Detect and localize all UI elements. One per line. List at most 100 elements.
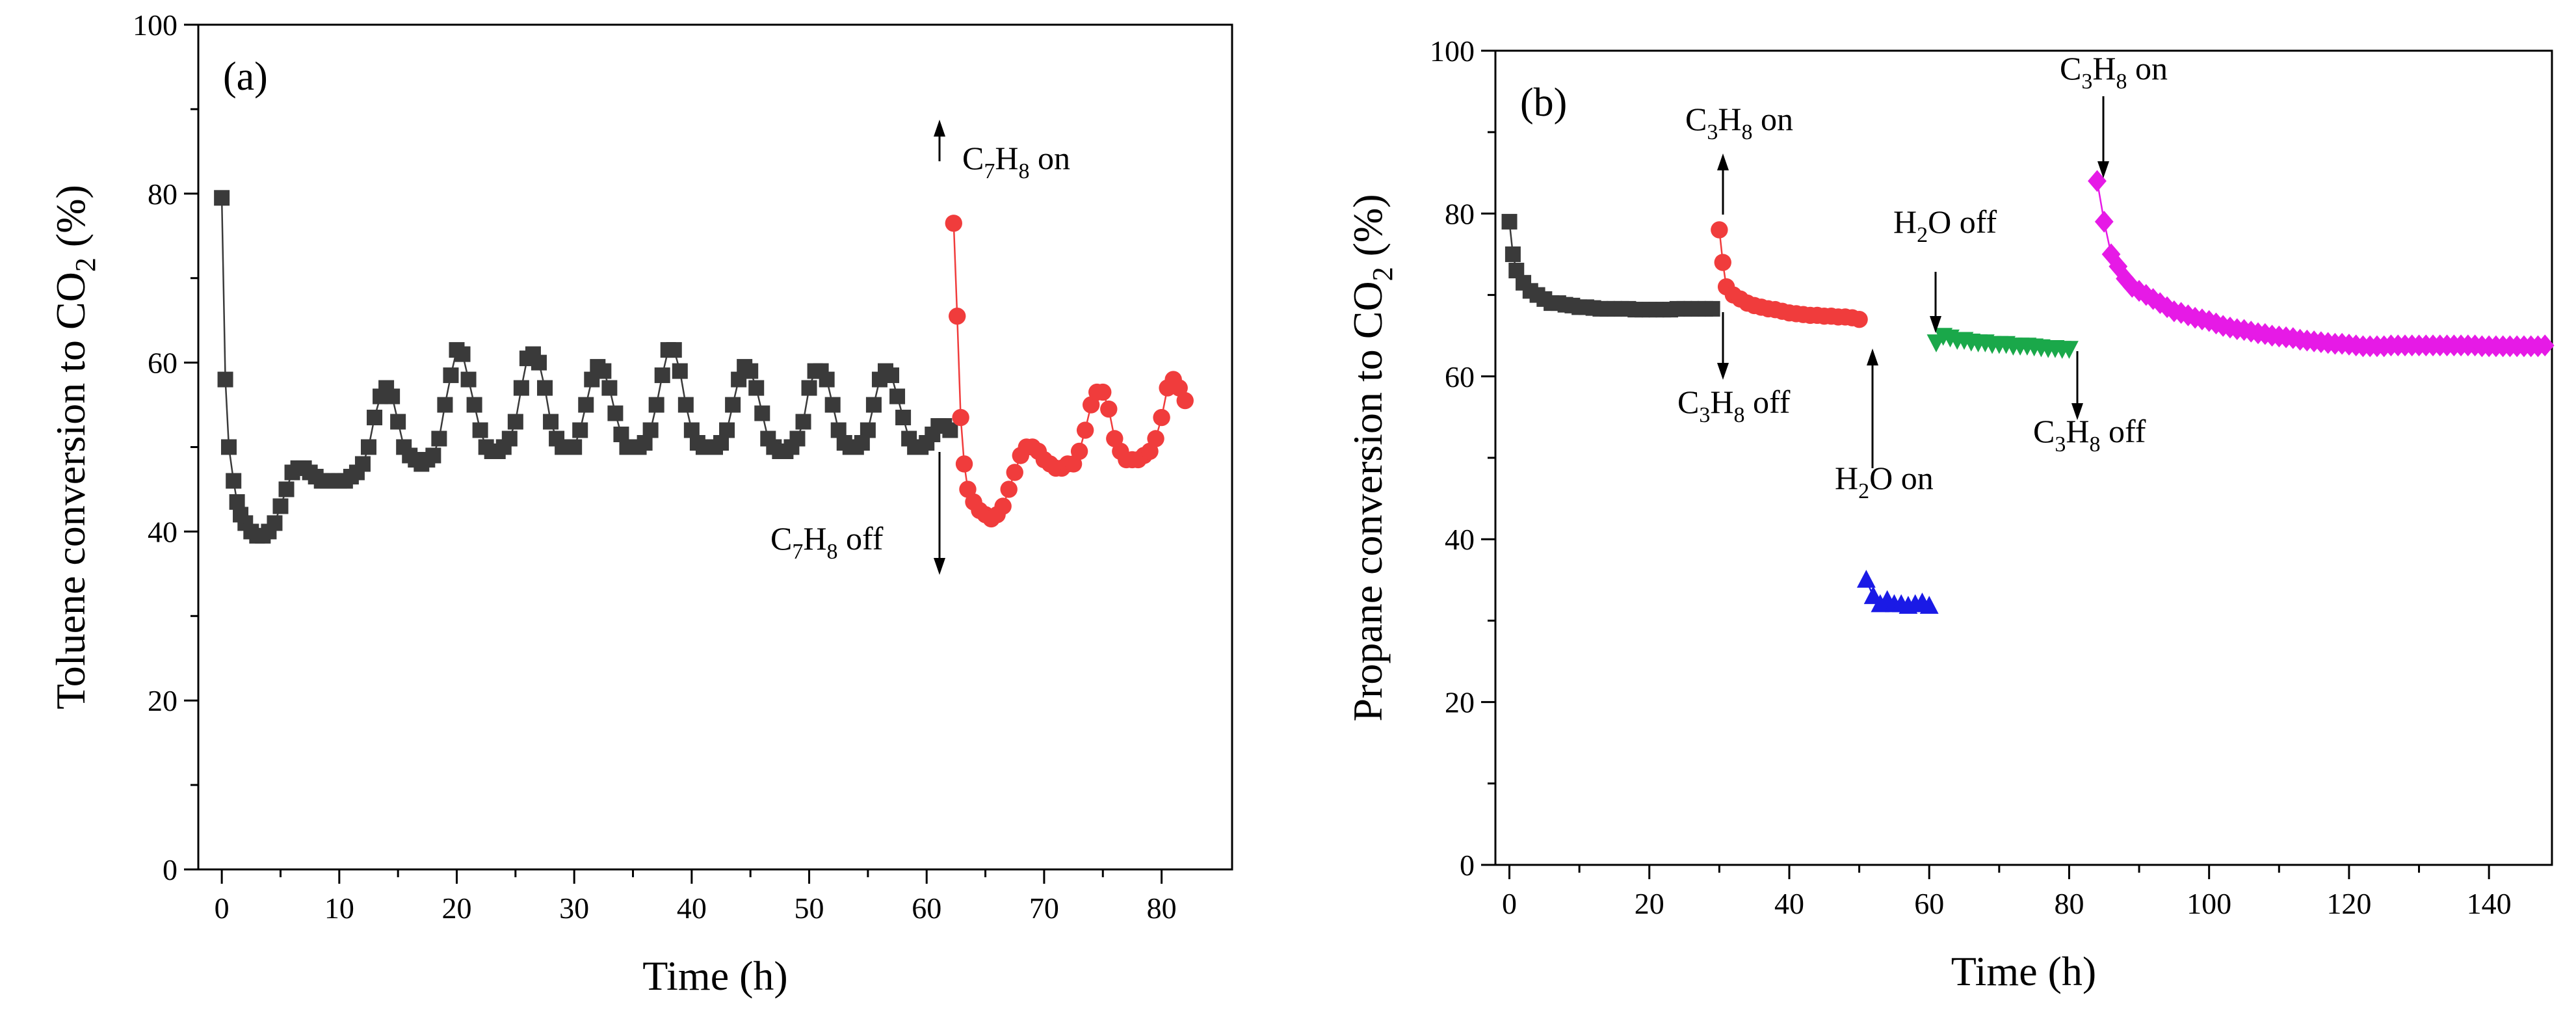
data-point — [754, 405, 770, 421]
data-point — [472, 422, 488, 438]
series-line — [953, 223, 1186, 520]
data-point — [677, 397, 694, 413]
data-point — [672, 363, 688, 379]
data-point — [865, 397, 882, 413]
data-point — [952, 408, 969, 427]
data-point — [601, 380, 618, 396]
series-propane-water-removed — [1926, 328, 2079, 359]
x-tick-label: 20 — [1635, 887, 1664, 920]
annotation: C3H8 on — [1685, 101, 1793, 215]
data-point — [1094, 383, 1112, 401]
annotation: C7H8 off — [770, 452, 945, 575]
data-point — [596, 363, 612, 379]
annotation-arrow-head — [2097, 161, 2109, 178]
data-point — [824, 397, 841, 413]
data-point — [390, 414, 406, 430]
data-point — [2122, 276, 2142, 298]
data-point — [1006, 464, 1023, 481]
data-point — [2060, 341, 2079, 359]
data-point — [1100, 400, 1118, 418]
x-tick-label: 80 — [2054, 887, 2084, 920]
data-point — [1076, 421, 1094, 439]
data-point — [367, 410, 383, 426]
data-point — [719, 422, 735, 438]
data-point — [945, 215, 962, 232]
data-point — [272, 498, 289, 514]
data-point — [578, 397, 594, 413]
data-point — [1856, 570, 1876, 588]
data-point — [2150, 292, 2170, 314]
data-point — [666, 342, 682, 358]
panel-label: (b) — [1520, 81, 1567, 125]
panel-a-chart: 0 10 20 30 40 50 60 70 80 0 20 40 60 80 100 Time (h) Tol… — [47, 8, 1233, 999]
x-axis-title: Time (h) — [1951, 948, 2096, 994]
data-point — [1505, 246, 1521, 262]
annotation-arrow-head — [1930, 316, 1941, 333]
data-point — [895, 410, 912, 426]
data-point — [2088, 170, 2107, 192]
data-point — [607, 405, 624, 421]
series-propane-with-water — [1856, 570, 1939, 614]
y-tick-label: 100 — [1430, 34, 1475, 68]
x-tick-label: 20 — [442, 892, 472, 925]
data-point — [642, 422, 659, 438]
data-point — [214, 190, 230, 206]
data-point — [789, 430, 806, 447]
y-tick-label: 60 — [148, 347, 177, 380]
data-point — [507, 414, 523, 430]
annotation-label: C3H8 off — [2033, 413, 2146, 456]
x-tick-label: 80 — [1147, 892, 1177, 925]
series-toluene-after-restart — [945, 215, 1194, 528]
data-point — [994, 497, 1012, 515]
data-point — [537, 380, 553, 396]
x-tick-label: 0 — [1502, 887, 1517, 920]
x-tick-label: 40 — [677, 892, 707, 925]
y-tick-label: 40 — [148, 515, 177, 548]
data-point — [566, 439, 583, 455]
data-point — [1501, 213, 1518, 230]
x-tick-label: 60 — [1914, 887, 1944, 920]
y-tick-label: 60 — [1445, 360, 1475, 393]
data-point — [501, 430, 518, 447]
data-point — [1176, 391, 1194, 410]
data-point — [1000, 481, 1018, 498]
data-point — [1711, 221, 1728, 239]
data-point — [2144, 288, 2162, 310]
data-point — [1850, 310, 1868, 328]
data-point — [795, 414, 811, 430]
data-point — [955, 455, 973, 473]
data-point — [860, 422, 876, 438]
data-point — [437, 397, 453, 413]
y-tick-label: 0 — [163, 853, 177, 886]
data-point — [267, 515, 283, 531]
series-propane-final — [2088, 170, 2555, 358]
annotation-label: C3H8 off — [1677, 384, 1791, 427]
data-point — [801, 380, 817, 396]
data-point — [454, 346, 471, 362]
data-point — [513, 380, 529, 396]
data-point — [1153, 408, 1170, 427]
panel-label: (a) — [223, 55, 268, 99]
x-tick-label: 40 — [1774, 887, 1804, 920]
data-point — [425, 447, 441, 464]
data-point — [949, 307, 966, 325]
annotation-arrow-head — [1867, 349, 1878, 365]
annotation: H2O on — [1835, 349, 1934, 503]
annotation-label: H2O off — [1893, 204, 1997, 247]
annotation-arrow-head — [1717, 153, 1729, 170]
data-point — [531, 354, 547, 371]
x-tick-label: 100 — [2187, 887, 2231, 920]
data-point — [1919, 596, 1939, 614]
annotation: C3H8 on — [2060, 50, 2168, 178]
data-point — [2157, 296, 2177, 319]
data-point — [648, 397, 664, 413]
data-point — [884, 367, 900, 384]
x-tick-label: 140 — [2467, 887, 2512, 920]
data-point — [2116, 267, 2135, 290]
data-point — [220, 439, 237, 455]
data-point — [889, 388, 906, 404]
x-tick-label: 30 — [559, 892, 589, 925]
annotation: H2O off — [1893, 204, 1997, 333]
data-point — [1714, 254, 1731, 271]
data-point — [217, 371, 233, 388]
